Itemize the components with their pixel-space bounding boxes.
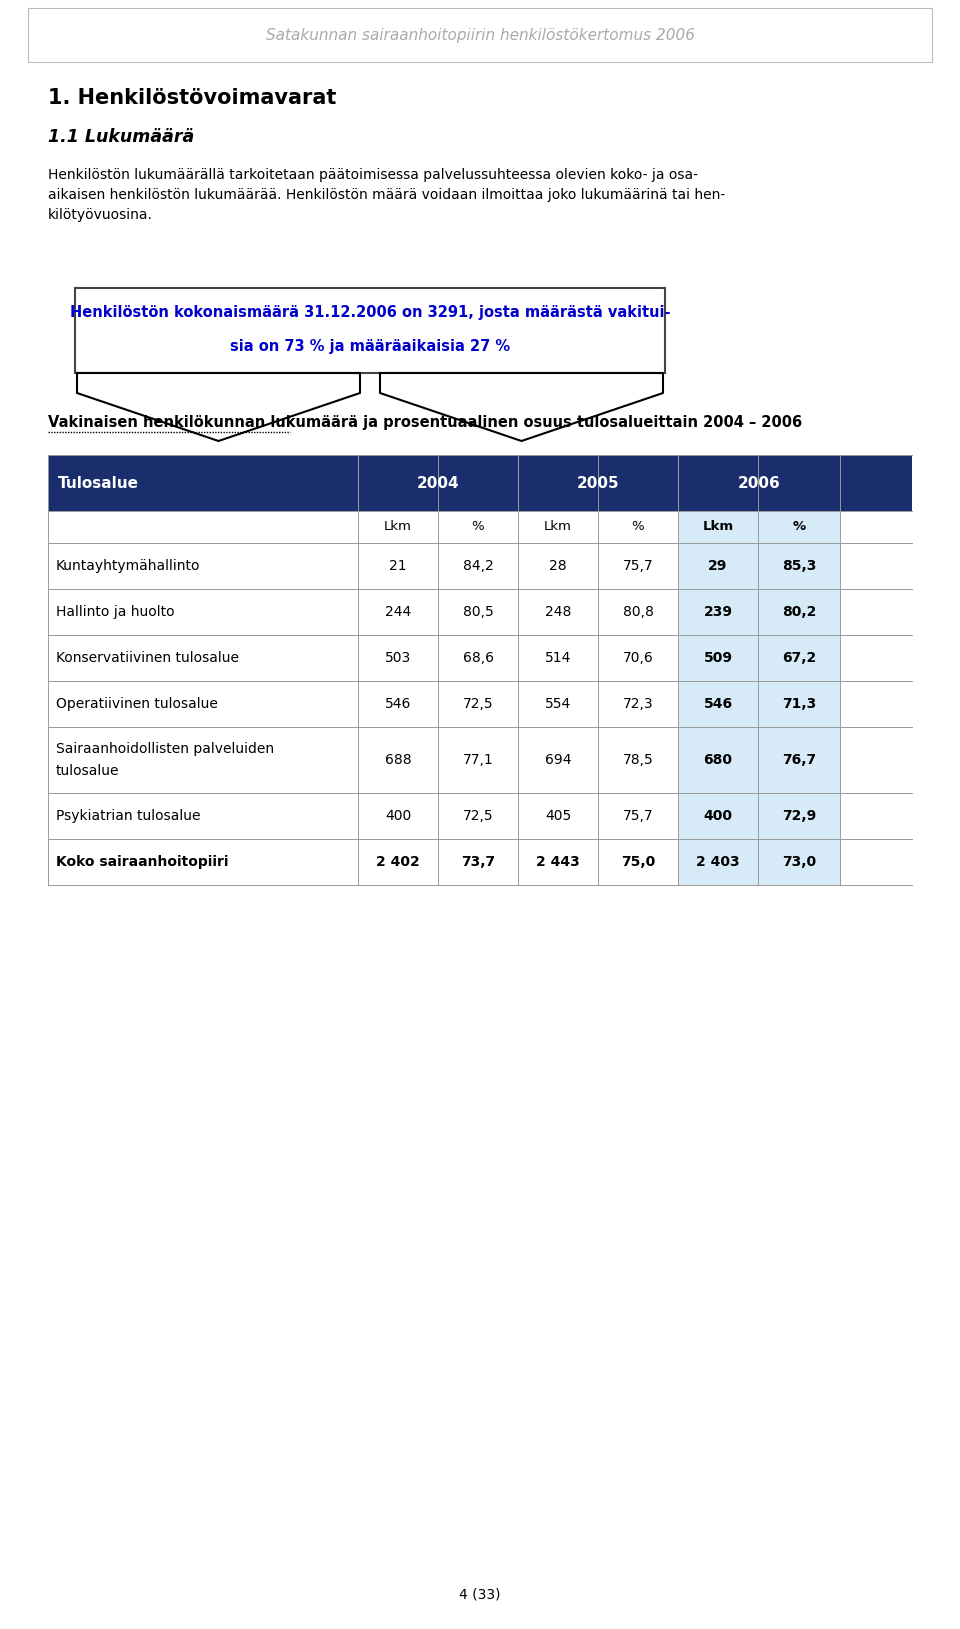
Text: Henkilöstön lukumäärällä tarkoitetaan päätoimisessa palvelussuhteessa olevien ko: Henkilöstön lukumäärällä tarkoitetaan pä… xyxy=(48,168,698,182)
Bar xyxy=(678,590,840,635)
Text: 1. Henkilöstövoimavarat: 1. Henkilöstövoimavarat xyxy=(48,88,336,108)
Text: Konservatiivinen tulosalue: Konservatiivinen tulosalue xyxy=(56,652,239,665)
Text: 694: 694 xyxy=(544,753,571,767)
Bar xyxy=(678,839,840,885)
Bar xyxy=(48,454,912,512)
Text: 509: 509 xyxy=(704,652,732,665)
Bar xyxy=(678,793,840,839)
Text: Lkm: Lkm xyxy=(703,521,733,534)
Text: 75,0: 75,0 xyxy=(621,855,655,868)
Text: 68,6: 68,6 xyxy=(463,652,493,665)
Text: Psykiatrian tulosalue: Psykiatrian tulosalue xyxy=(56,810,201,823)
Text: 503: 503 xyxy=(385,652,411,665)
Text: 80,2: 80,2 xyxy=(781,604,816,619)
Text: 70,6: 70,6 xyxy=(623,652,654,665)
Text: 2004: 2004 xyxy=(417,476,459,490)
Bar xyxy=(48,727,678,793)
Text: %: % xyxy=(471,521,484,534)
Text: 72,9: 72,9 xyxy=(781,810,816,823)
Bar xyxy=(28,8,932,62)
Bar xyxy=(678,635,840,681)
Text: 2006: 2006 xyxy=(737,476,780,490)
Text: 680: 680 xyxy=(704,753,732,767)
Text: 400: 400 xyxy=(385,810,411,823)
Bar xyxy=(48,793,678,839)
Text: Lkm: Lkm xyxy=(544,521,572,534)
Bar xyxy=(678,727,840,793)
Text: Kuntayhtymähallinto: Kuntayhtymähallinto xyxy=(56,559,201,573)
Bar xyxy=(678,681,840,727)
Text: tulosalue: tulosalue xyxy=(56,764,119,779)
Text: 73,7: 73,7 xyxy=(461,855,495,868)
Text: 71,3: 71,3 xyxy=(781,697,816,710)
Text: 239: 239 xyxy=(704,604,732,619)
Text: 85,3: 85,3 xyxy=(781,559,816,573)
Text: 2 443: 2 443 xyxy=(536,855,580,868)
Text: 1.1 Lukumäärä: 1.1 Lukumäärä xyxy=(48,129,194,147)
Text: 2 402: 2 402 xyxy=(376,855,420,868)
Text: 554: 554 xyxy=(545,697,571,710)
Text: 78,5: 78,5 xyxy=(623,753,654,767)
Text: 72,5: 72,5 xyxy=(463,810,493,823)
Text: Satakunnan sairaanhoitopiirin henkilöstökertomus 2006: Satakunnan sairaanhoitopiirin henkilöstö… xyxy=(266,28,694,42)
Text: 67,2: 67,2 xyxy=(781,652,816,665)
Text: %: % xyxy=(792,521,805,534)
Text: 4 (33): 4 (33) xyxy=(459,1588,501,1601)
Bar xyxy=(678,542,840,590)
Text: 76,7: 76,7 xyxy=(782,753,816,767)
Text: Operatiivinen tulosalue: Operatiivinen tulosalue xyxy=(56,697,218,710)
Bar xyxy=(48,635,678,681)
Text: aikaisen henkilöstön lukumäärää. Henkilöstön määrä voidaan ilmoittaa joko lukumä: aikaisen henkilöstön lukumäärää. Henkilö… xyxy=(48,187,725,202)
Text: 28: 28 xyxy=(549,559,566,573)
Text: 73,0: 73,0 xyxy=(782,855,816,868)
Text: 2 403: 2 403 xyxy=(696,855,740,868)
Bar xyxy=(48,512,912,542)
Text: 546: 546 xyxy=(704,697,732,710)
Text: 688: 688 xyxy=(385,753,411,767)
Bar xyxy=(678,512,840,542)
Text: Henkilöstön kokonaismäärä 31.12.2006 on 3291, josta määrästä vakitui-: Henkilöstön kokonaismäärä 31.12.2006 on … xyxy=(70,305,670,319)
Bar xyxy=(48,681,678,727)
Bar xyxy=(75,288,665,373)
Text: sia on 73 % ja määräaikaisia 27 %: sia on 73 % ja määräaikaisia 27 % xyxy=(230,339,510,353)
Text: 248: 248 xyxy=(545,604,571,619)
Text: 21: 21 xyxy=(389,559,407,573)
Text: Koko sairaanhoitopiiri: Koko sairaanhoitopiiri xyxy=(56,855,228,868)
Text: 514: 514 xyxy=(545,652,571,665)
Text: 84,2: 84,2 xyxy=(463,559,493,573)
Text: 77,1: 77,1 xyxy=(463,753,493,767)
Text: 400: 400 xyxy=(704,810,732,823)
Text: kilötyövuosina.: kilötyövuosina. xyxy=(48,209,153,222)
Text: Vakinaisen henkilökunnan lukumäärä ja prosentuaalinen osuus tulosalueittain 2004: Vakinaisen henkilökunnan lukumäärä ja pr… xyxy=(48,415,803,430)
Text: 29: 29 xyxy=(708,559,728,573)
Text: 80,8: 80,8 xyxy=(623,604,654,619)
Text: 75,7: 75,7 xyxy=(623,559,654,573)
Text: 546: 546 xyxy=(385,697,411,710)
Text: %: % xyxy=(632,521,644,534)
Bar xyxy=(48,590,678,635)
Bar xyxy=(48,542,678,590)
Text: Lkm: Lkm xyxy=(384,521,412,534)
Text: 72,5: 72,5 xyxy=(463,697,493,710)
Bar xyxy=(48,839,678,885)
Text: 244: 244 xyxy=(385,604,411,619)
Text: 80,5: 80,5 xyxy=(463,604,493,619)
Text: 405: 405 xyxy=(545,810,571,823)
Text: 72,3: 72,3 xyxy=(623,697,654,710)
Text: 75,7: 75,7 xyxy=(623,810,654,823)
Text: 2005: 2005 xyxy=(577,476,619,490)
Text: Tulosalue: Tulosalue xyxy=(58,476,139,490)
Text: Sairaanhoidollisten palveluiden: Sairaanhoidollisten palveluiden xyxy=(56,741,275,756)
Text: Hallinto ja huolto: Hallinto ja huolto xyxy=(56,604,175,619)
